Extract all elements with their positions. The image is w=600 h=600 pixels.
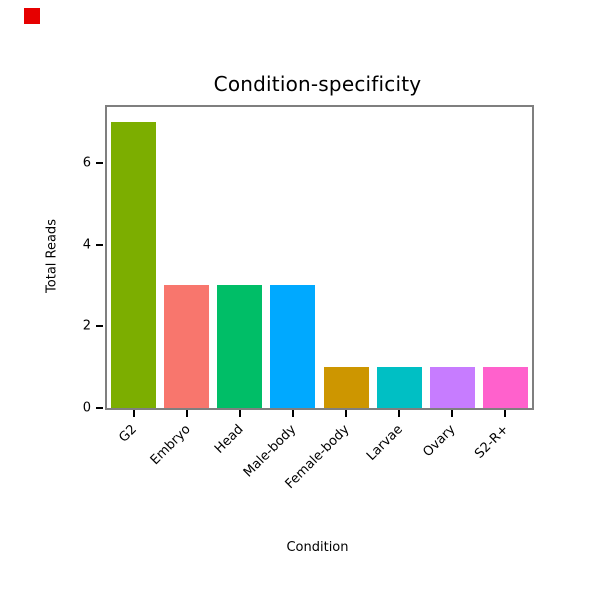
bar [323,367,369,408]
x-tick-mark [132,410,135,417]
x-tick-mark [451,410,454,417]
x-tick-mark [345,410,348,417]
x-tick-mark [504,410,507,417]
x-tick-label: G2 [116,422,141,446]
x-tick-mark [238,410,241,417]
red-marker [24,8,40,24]
y-axis-title: Total Reads [44,219,60,293]
y-tick-label: 0 [82,400,91,416]
x-tick-label: Embryo [147,422,194,469]
y-tick-label: 4 [82,237,91,253]
x-axis-title: Condition [286,540,349,555]
bar [270,285,316,408]
x-tick-label: Larvae [363,422,406,464]
y-tick-label: 2 [82,318,91,334]
y-tick-label: 6 [82,155,91,171]
bar [111,122,157,408]
y-tick-mark [96,407,103,409]
bar [217,285,263,408]
x-tick-mark [185,410,188,417]
chart-title: Condition-specificity [213,72,422,96]
x-tick-label: Head [211,422,247,457]
x-tick-mark [291,410,294,417]
y-tick-mark [96,161,103,164]
bar [164,285,210,408]
x-tick-label: Ovary [420,422,459,461]
bar [376,367,422,408]
bar [482,367,528,408]
x-tick-label: S2-R+ [472,422,513,462]
x-tick-mark [398,410,401,417]
bar [429,367,475,408]
y-tick-mark [96,325,103,328]
plot-area: G2 Embryo Head Male-body Female-body Larvae Ov… [83,105,534,492]
y-tick-mark [96,243,103,246]
